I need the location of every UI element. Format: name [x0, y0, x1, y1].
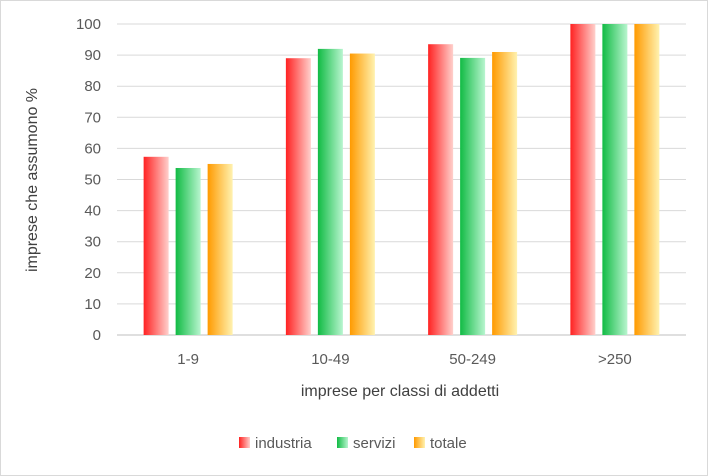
bar-totale-3 — [634, 24, 660, 335]
y-tick-label: 60 — [84, 140, 101, 157]
legend-swatch-industria — [239, 437, 250, 448]
y-tick-label: 90 — [84, 47, 101, 64]
bar-industria-0 — [143, 156, 169, 335]
bar-servizi-0 — [175, 167, 201, 335]
gridlines — [117, 23, 686, 336]
y-tick-label: 40 — [84, 203, 101, 220]
legend-swatch-totale — [414, 437, 425, 448]
y-tick-label: 10 — [84, 296, 101, 313]
bar-totale-0 — [207, 163, 233, 335]
x-axis-title: imprese per classi di addetti — [301, 383, 499, 400]
legend-label-totale: totale — [430, 435, 467, 452]
y-axis-ticks: 0 10 20 30 40 50 60 70 80 90 100 — [76, 16, 101, 344]
y-tick-label: 100 — [76, 16, 101, 33]
bar-industria-2 — [428, 44, 454, 336]
bar-servizi-1 — [317, 48, 343, 335]
bar-totale-1 — [349, 53, 375, 336]
y-tick-label: 50 — [84, 172, 101, 189]
bar-industria-1 — [285, 58, 311, 336]
legend-swatch-servizi — [337, 437, 348, 448]
legend-label-industria: industria — [255, 435, 312, 452]
y-tick-label: 20 — [84, 265, 101, 282]
x-tick-label: 10-49 — [311, 351, 349, 368]
x-tick-label: 50-249 — [449, 351, 496, 368]
bar-industria-3 — [570, 24, 596, 335]
legend: industria servizi totale — [239, 435, 467, 452]
y-tick-label: 70 — [84, 109, 101, 126]
y-tick-label: 0 — [93, 327, 101, 344]
x-axis-ticks: 1-9 10-49 50-249 >250 — [177, 351, 631, 368]
bars — [143, 24, 660, 336]
x-tick-label: >250 — [598, 351, 632, 368]
y-axis-title: imprese che assumono % — [24, 88, 41, 272]
y-tick-label: 80 — [84, 78, 101, 95]
y-tick-label: 30 — [84, 234, 101, 251]
bar-servizi-3 — [602, 24, 628, 335]
bar-servizi-2 — [460, 57, 486, 336]
legend-label-servizi: servizi — [353, 435, 396, 452]
x-tick-label: 1-9 — [177, 351, 199, 368]
bar-totale-2 — [492, 51, 518, 336]
